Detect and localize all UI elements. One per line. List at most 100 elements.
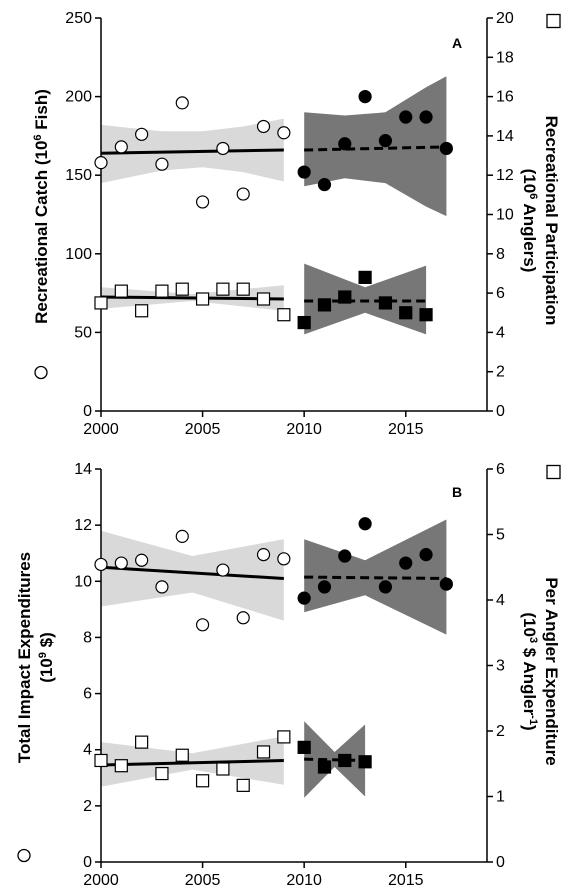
data-point-circle: [358, 89, 372, 104]
data-point-circle: [338, 549, 352, 563]
left-tick-label: 8: [83, 629, 92, 646]
data-point-square: [338, 753, 352, 768]
left-tick-label: 250: [65, 10, 92, 27]
data-point-circle: [358, 517, 372, 531]
data-point-square: [114, 284, 128, 298]
legend-open-square-icon: [546, 13, 561, 29]
panel-letter: A: [452, 35, 462, 51]
left-tick-label: 12: [74, 517, 92, 534]
data-point-square: [399, 306, 413, 320]
right-tick-label: 2: [496, 723, 505, 740]
right-axis-title-exponent: 3: [527, 637, 539, 643]
right-tick-label: 8: [496, 246, 505, 263]
right-tick-label: 20: [496, 10, 514, 27]
data-point-square: [358, 270, 372, 284]
right-axis-title-line1: Per Angler Expenditure: [542, 577, 561, 765]
data-point-square: [94, 753, 108, 768]
data-point-square: [216, 282, 230, 296]
data-point-square: [277, 308, 291, 322]
confidence-band-3: [304, 263, 427, 335]
right-axis-title-line2: (103 $ Angler-1): [520, 612, 539, 730]
data-point-circle: [317, 178, 332, 192]
right-axis-title-exponent-2: -1: [527, 715, 539, 725]
data-point-square: [114, 759, 128, 773]
right-axis-title: Per Angler Expenditure(103 $ Angler-1): [520, 464, 561, 766]
data-point-square: [297, 740, 311, 754]
left-tick-label: 150: [65, 167, 92, 184]
left-tick-label: 0: [83, 403, 92, 420]
data-point-circle: [114, 556, 128, 570]
panel-letter: B: [452, 484, 462, 500]
data-point-circle: [256, 548, 271, 562]
x-tick-label: 2010: [286, 872, 322, 889]
x-tick-label: 2005: [185, 421, 221, 438]
data-point-square: [277, 730, 291, 744]
left-axis-title-text: Recreational Catch (106 Fish): [32, 89, 51, 324]
left-axis-title-exponent: 9: [37, 652, 49, 658]
left-tick-label: 14: [74, 461, 92, 478]
data-point-circle: [114, 140, 128, 154]
left-axis-title-suffix: Fish): [32, 89, 51, 134]
data-point-circle: [195, 618, 210, 632]
left-axis-title-line2: (109 $): [37, 632, 56, 683]
data-point-square: [155, 284, 169, 298]
legend-open-square-icon: [546, 464, 561, 480]
data-point-circle: [236, 187, 250, 201]
right-axis-title-line1: Recreational Participation: [542, 116, 561, 326]
right-axis-title-suffix: ): [520, 725, 539, 731]
data-point-square: [419, 308, 433, 322]
right-axis-title-prefix: (10: [520, 169, 539, 194]
right-tick-label: 6: [496, 285, 505, 302]
x-tick-label: 2000: [83, 421, 119, 438]
data-point-square: [378, 296, 393, 310]
left-tick-label: 200: [65, 89, 92, 106]
data-point-circle: [378, 580, 393, 594]
right-tick-label: 4: [496, 592, 505, 609]
right-axis-title: Recreational Participation(106 Anglers): [520, 13, 561, 326]
data-point-square: [155, 766, 169, 781]
data-point-square: [317, 760, 332, 774]
trend-line-2: [100, 758, 284, 767]
right-tick-label: 16: [496, 89, 514, 106]
left-axis-title-suffix: $): [37, 632, 56, 652]
data-point-square: [256, 292, 271, 306]
trend-line-2: [100, 295, 284, 301]
right-tick-label: 18: [496, 49, 514, 66]
left-tick-label: 10: [74, 573, 92, 590]
trend-line-1: [304, 145, 447, 152]
data-point-circle: [419, 110, 433, 124]
left-tick-label: 4: [83, 742, 92, 759]
data-point-circle: [195, 195, 210, 209]
left-axis-title: Recreational Catch (106 Fish): [32, 89, 51, 380]
right-tick-label: 5: [496, 527, 505, 544]
right-tick-label: 0: [496, 854, 505, 871]
left-tick-label: 0: [83, 854, 92, 871]
data-point-circle: [277, 552, 291, 566]
confidence-band-0: [101, 530, 284, 621]
right-tick-label: 12: [496, 167, 514, 184]
data-point-square: [338, 290, 352, 304]
right-tick-label: 3: [496, 658, 505, 675]
data-point-square: [175, 748, 189, 762]
x-tick-label: 2005: [185, 872, 221, 889]
right-axis-title-prefix: (10: [520, 612, 539, 637]
left-tick-label: 2: [83, 798, 92, 815]
data-point-circle: [135, 127, 149, 141]
trend-line-0: [100, 148, 284, 155]
data-point-square: [236, 778, 250, 792]
panel-a: 0 50 100 150 200 250 0 2 4 6 8 10 12 14 16 18 20 2000 2005…: [32, 10, 561, 438]
data-point-circle: [256, 119, 271, 134]
data-point-square: [297, 315, 311, 330]
data-point-square: [216, 762, 230, 776]
data-point-circle: [297, 165, 311, 179]
left-tick-label: 100: [65, 246, 92, 263]
data-point-circle: [419, 548, 433, 562]
left-tick-label: 6: [83, 686, 92, 703]
trend-line-3: [304, 757, 366, 762]
data-point-square: [94, 296, 108, 310]
right-tick-label: 2: [496, 364, 505, 381]
legend-open-circle-icon: [34, 365, 48, 380]
data-point-square: [256, 745, 271, 759]
left-axis-title-exponent: 6: [32, 134, 44, 140]
data-point-circle: [175, 96, 189, 110]
